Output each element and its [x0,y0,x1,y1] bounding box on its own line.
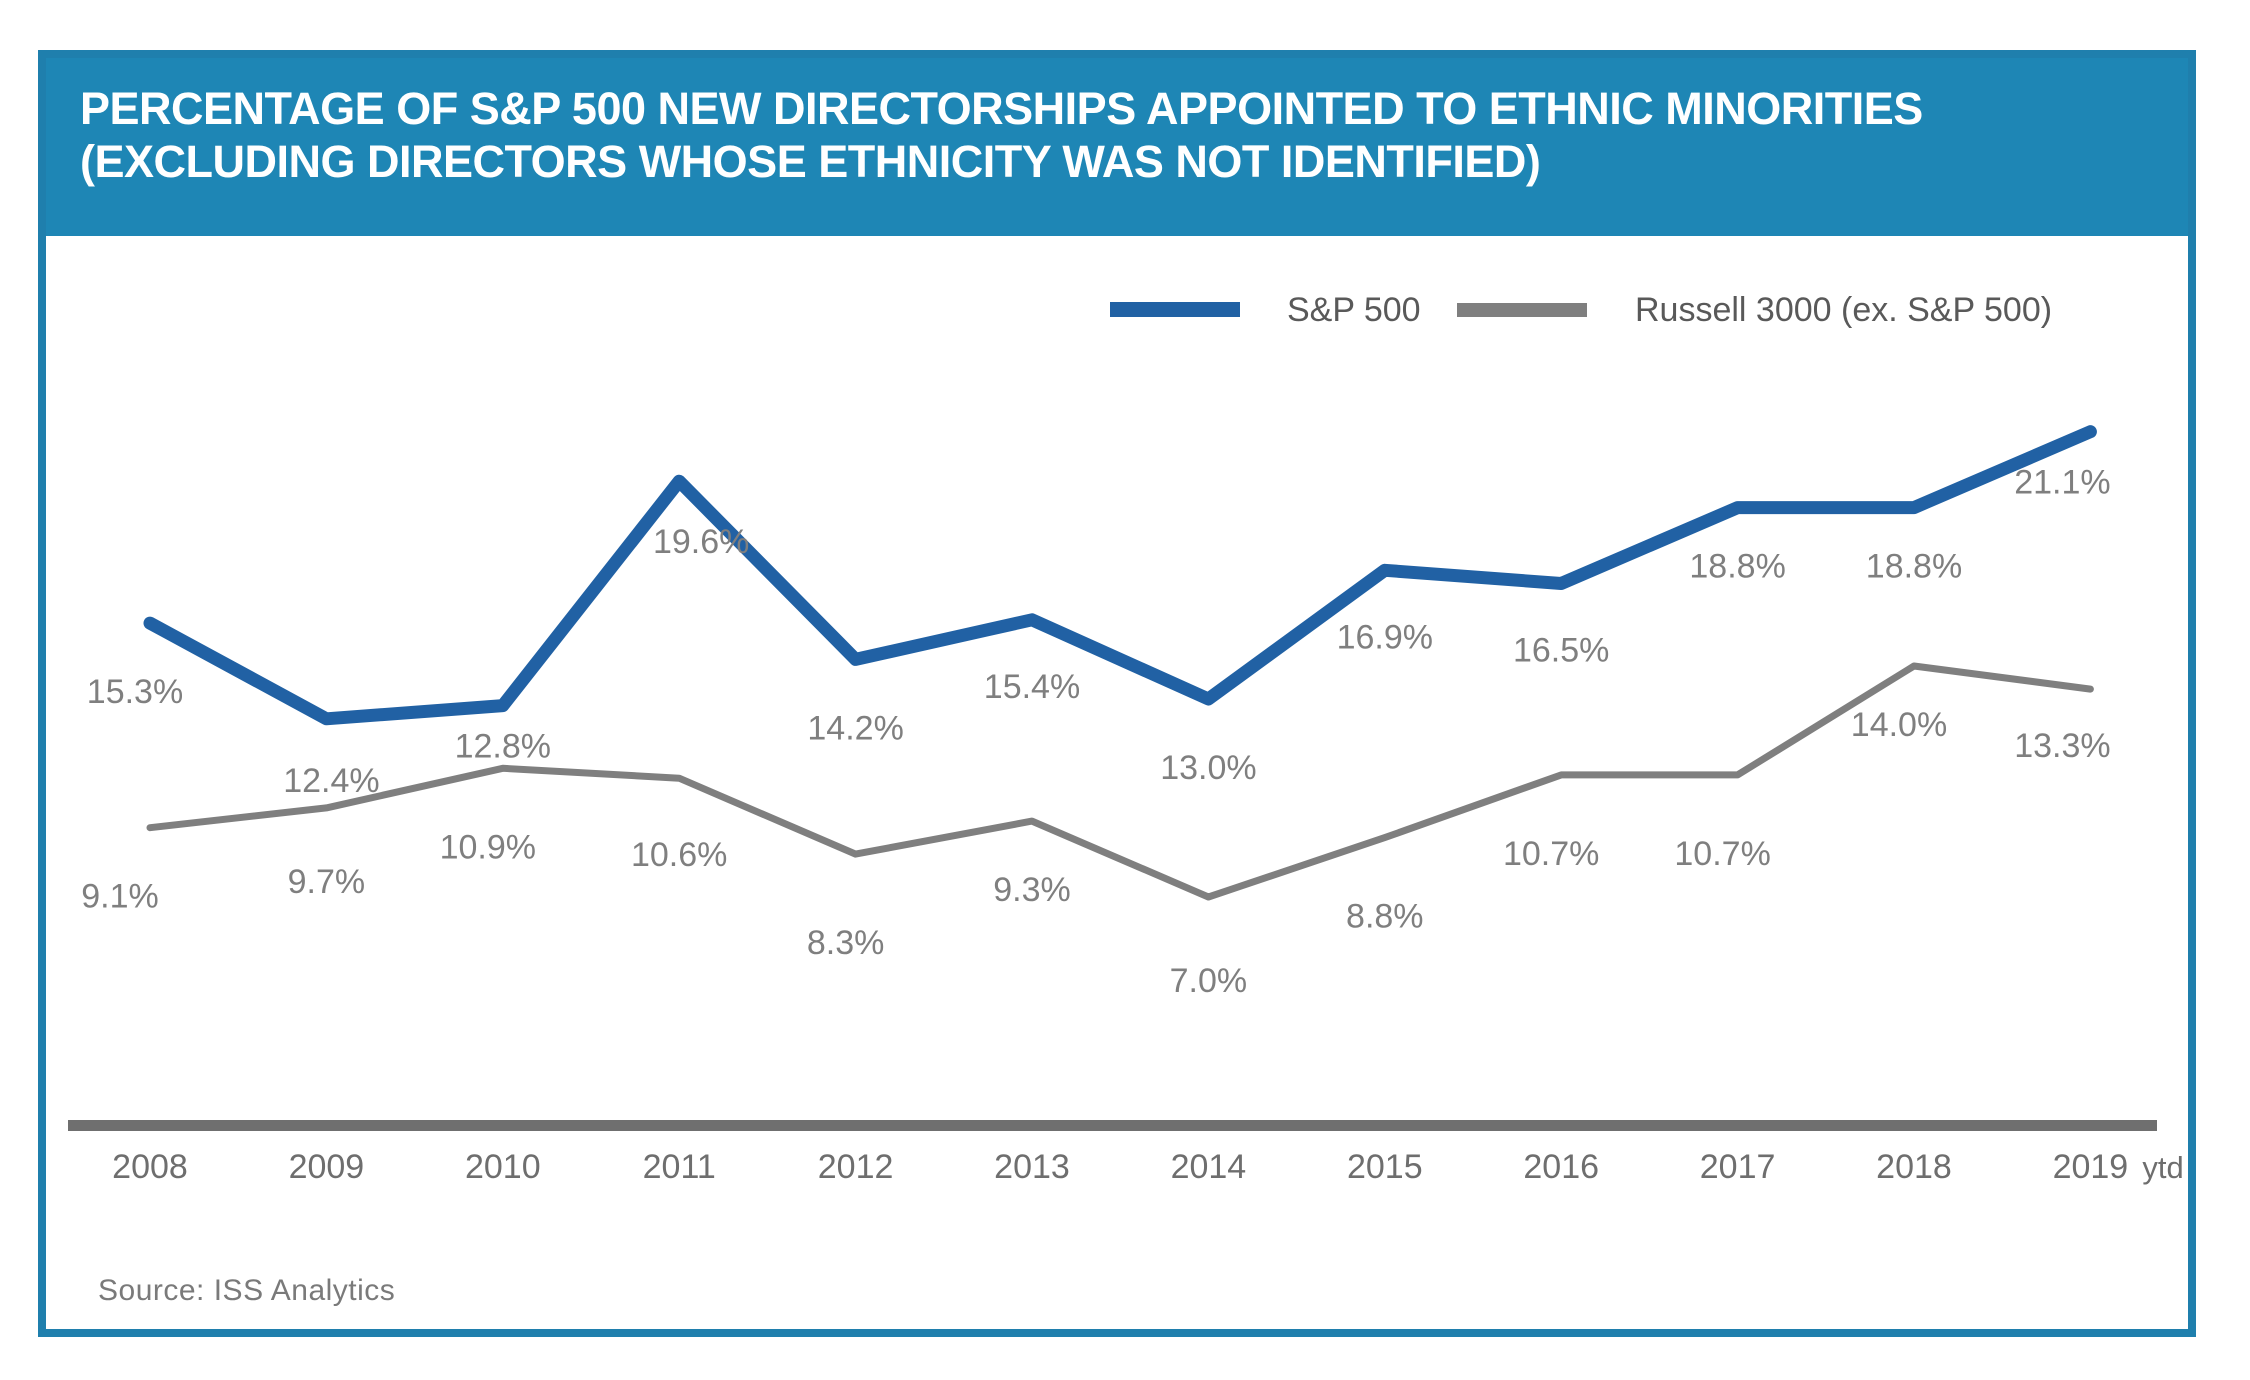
x-axis-line [68,1120,2157,1131]
x-tick-label: 2014 [1171,1148,1247,1186]
data-label-sp500: 18.8% [1866,548,1962,586]
x-tick-label: 2016 [1523,1148,1599,1186]
data-label-russell3000: 9.7% [288,863,366,901]
x-tick-label: 2012 [818,1148,894,1186]
legend-swatch-russell3000 [1457,303,1587,317]
chart-card: PERCENTAGE OF S&P 500 NEW DIRECTORSHIPS … [38,50,2196,1337]
data-label-russell3000: 9.1% [81,878,159,916]
data-label-russell3000: 9.3% [993,871,1071,909]
data-label-russell3000: 8.3% [807,924,885,962]
source-note: Source: ISS Analytics [98,1274,396,1307]
data-label-sp500: 21.1% [2014,464,2110,502]
data-label-russell3000: 7.0% [1170,962,1248,1000]
data-label-sp500: 16.9% [1337,618,1433,656]
x-tick-label: 2009 [289,1148,365,1186]
legend-label-russell3000: Russell 3000 (ex. S&P 500) [1635,291,2052,329]
data-label-sp500: 16.5% [1513,632,1609,670]
data-label-sp500: 15.4% [984,668,1080,706]
data-label-russell3000: 13.3% [2014,727,2110,765]
legend-swatch-sp500 [1110,302,1240,317]
series-line-russell3000 [146,662,2094,901]
x-tick-label: 2008 [112,1148,188,1186]
data-label-sp500: 15.3% [87,673,183,711]
data-label-russell3000: 10.7% [1503,835,1599,873]
x-tick-suffix: ytd [2142,1150,2183,1185]
data-label-sp500: 12.4% [283,762,379,800]
chart-title-line2: (EXCLUDING DIRECTORS WHOSE ETHNICITY WAS… [80,136,1541,187]
x-tick-label: 2011 [643,1148,716,1186]
x-tick-label: 2019 [2053,1148,2129,1186]
line-chart: S&P 500 Russell 3000 (ex. S&P 500) 2008 2… [68,291,2184,1186]
x-tick-label: 2017 [1700,1148,1776,1186]
series-line-sp500 [143,425,2097,726]
data-label-sp500: 12.8% [455,728,551,766]
x-tick-label: 2013 [994,1148,1070,1186]
data-label-russell3000: 10.6% [631,836,727,874]
x-tick-label: 2010 [465,1148,541,1186]
data-label-russell3000: 14.0% [1851,706,1947,744]
data-label-sp500: 14.2% [807,709,903,747]
x-tick-label: 2018 [1876,1148,1952,1186]
plot-area: 2008 2009 2010 2011 2012 2013 2014 2015 2016 2017… [68,425,2184,1186]
data-label-sp500: 13.0% [1160,749,1256,787]
data-label-sp500: 18.8% [1689,548,1785,586]
legend-label-sp500: S&P 500 [1287,291,1421,329]
chart-title-line1: PERCENTAGE OF S&P 500 NEW DIRECTORSHIPS … [80,83,1923,134]
data-label-russell3000: 8.8% [1346,898,1424,936]
data-label-sp500: 19.6% [653,523,749,561]
data-label-russell3000: 10.9% [440,828,536,866]
legend: S&P 500 Russell 3000 (ex. S&P 500) [1110,291,2052,329]
data-label-russell3000: 10.7% [1674,835,1770,873]
x-tick-label: 2015 [1347,1148,1423,1186]
chart-header: PERCENTAGE OF S&P 500 NEW DIRECTORSHIPS … [46,58,2188,236]
